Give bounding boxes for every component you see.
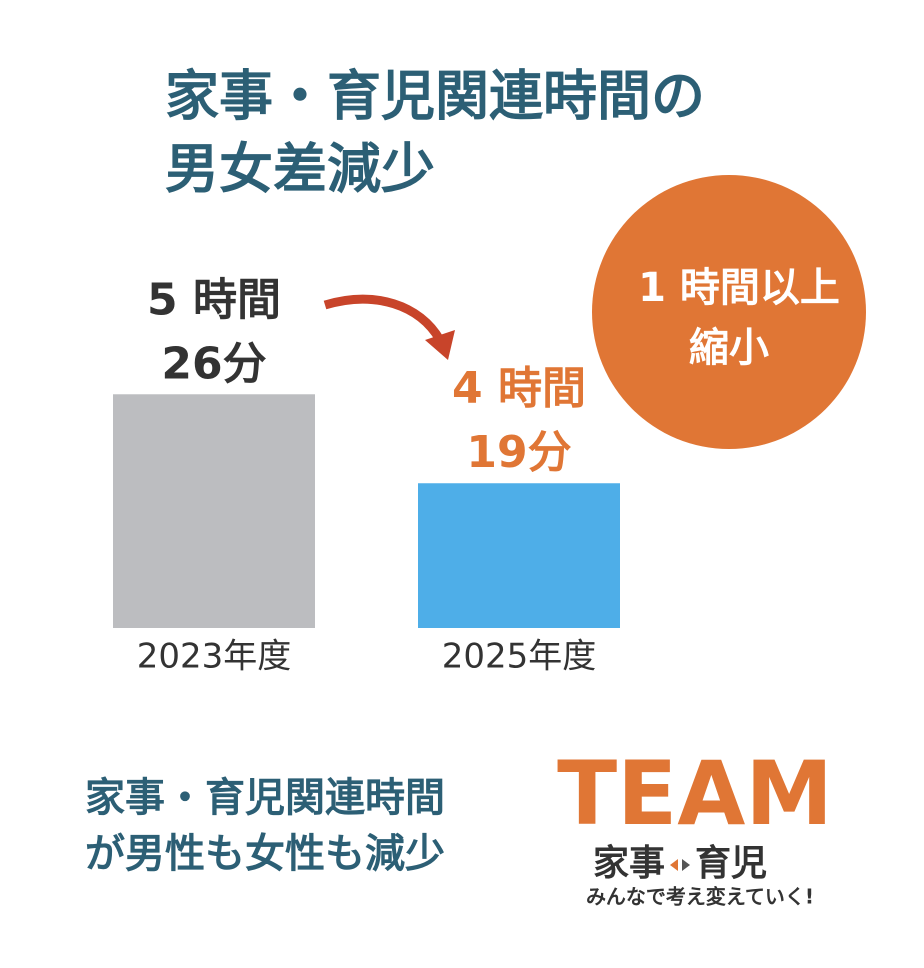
- arrow: [323, 294, 444, 343]
- x-tick-label: 2023年度: [137, 637, 292, 677]
- badge-circle: [592, 175, 866, 449]
- logo-tagline: みんなで考え変えていく!: [586, 885, 814, 909]
- value-label: 4 時間: [452, 363, 586, 414]
- x-tick-label: 2025年度: [442, 637, 597, 677]
- logo-text: 育児: [695, 843, 767, 884]
- chart-title: 家事・育児関連時間の: [165, 65, 705, 128]
- arrow-head: [425, 330, 455, 360]
- note: 家事・育児関連時間: [85, 775, 445, 821]
- bar: [113, 394, 315, 628]
- logo-arrow: [682, 859, 690, 871]
- value-label: 19分: [466, 427, 571, 478]
- logo-arrow: [670, 859, 678, 871]
- badge-text: 1 時間以上: [638, 265, 840, 311]
- logo-name: TEAM: [557, 742, 833, 845]
- value-label: 5 時間: [147, 274, 281, 325]
- chart-title: 男女差減少: [165, 138, 435, 201]
- value-label: 26分: [161, 338, 266, 389]
- note: が男性も女性も減少: [85, 831, 445, 877]
- logo-text: 家事: [593, 843, 665, 884]
- bar: [418, 483, 620, 628]
- badge-text: 縮小: [689, 325, 769, 371]
